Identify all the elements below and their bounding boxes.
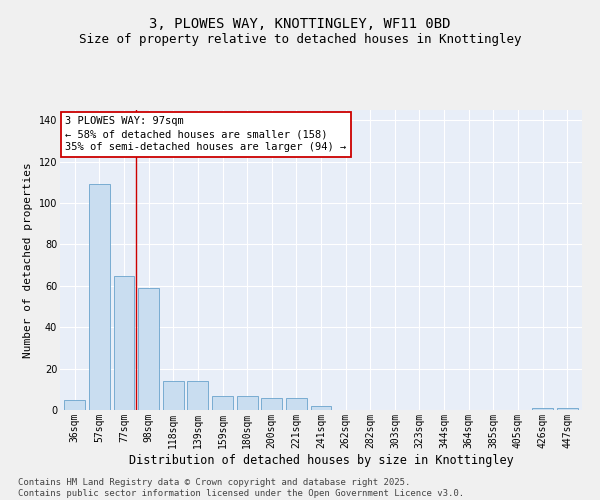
Text: Size of property relative to detached houses in Knottingley: Size of property relative to detached ho… <box>79 32 521 46</box>
X-axis label: Distribution of detached houses by size in Knottingley: Distribution of detached houses by size … <box>128 454 514 466</box>
Bar <box>163 381 184 410</box>
Y-axis label: Number of detached properties: Number of detached properties <box>23 162 33 358</box>
Text: Contains HM Land Registry data © Crown copyright and database right 2025.
Contai: Contains HM Land Registry data © Crown c… <box>18 478 464 498</box>
Bar <box>113 276 134 410</box>
Bar <box>557 408 578 410</box>
Text: 3 PLOWES WAY: 97sqm
← 58% of detached houses are smaller (158)
35% of semi-detac: 3 PLOWES WAY: 97sqm ← 58% of detached ho… <box>65 116 346 152</box>
Bar <box>261 398 282 410</box>
Bar <box>89 184 110 410</box>
Bar <box>187 381 208 410</box>
Bar <box>286 398 307 410</box>
Bar <box>236 396 257 410</box>
Text: 3, PLOWES WAY, KNOTTINGLEY, WF11 0BD: 3, PLOWES WAY, KNOTTINGLEY, WF11 0BD <box>149 18 451 32</box>
Bar <box>212 396 233 410</box>
Bar <box>311 406 331 410</box>
Bar <box>532 408 553 410</box>
Bar <box>64 400 85 410</box>
Bar <box>138 288 159 410</box>
